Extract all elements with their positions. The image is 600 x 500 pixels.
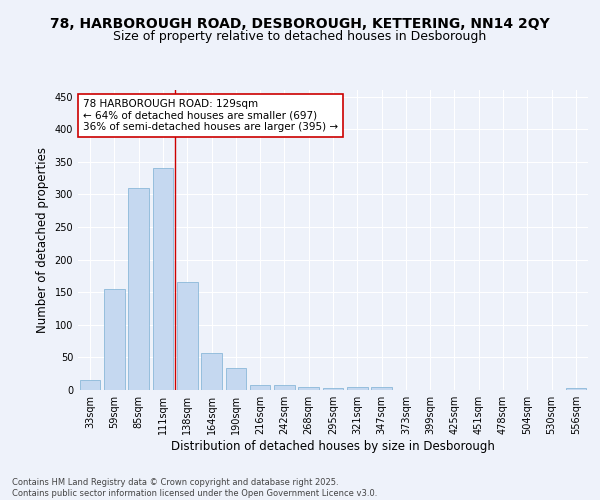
Bar [152, 168, 173, 390]
Bar [226, 368, 246, 390]
X-axis label: Distribution of detached houses by size in Desborough: Distribution of detached houses by size … [171, 440, 495, 453]
Bar [323, 388, 343, 390]
Text: Size of property relative to detached houses in Desborough: Size of property relative to detached ho… [113, 30, 487, 43]
Y-axis label: Number of detached properties: Number of detached properties [36, 147, 49, 333]
Text: 78, HARBOROUGH ROAD, DESBOROUGH, KETTERING, NN14 2QY: 78, HARBOROUGH ROAD, DESBOROUGH, KETTERI… [50, 18, 550, 32]
Text: Contains HM Land Registry data © Crown copyright and database right 2025.
Contai: Contains HM Land Registry data © Crown c… [12, 478, 377, 498]
Bar [371, 388, 392, 390]
Bar [128, 188, 149, 390]
Bar [298, 386, 319, 390]
Bar [104, 289, 125, 390]
Bar [250, 385, 271, 390]
Bar [274, 386, 295, 390]
Bar [177, 282, 197, 390]
Bar [201, 353, 222, 390]
Bar [80, 380, 100, 390]
Bar [566, 388, 586, 390]
Bar [347, 388, 368, 390]
Text: 78 HARBOROUGH ROAD: 129sqm
← 64% of detached houses are smaller (697)
36% of sem: 78 HARBOROUGH ROAD: 129sqm ← 64% of deta… [83, 99, 338, 132]
